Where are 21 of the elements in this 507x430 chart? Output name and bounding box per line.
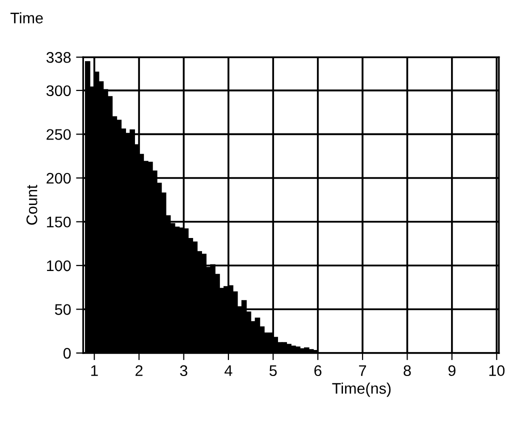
y-tick-label: 338 — [46, 52, 71, 63]
y-axis-title: Count — [26, 184, 38, 225]
x-axis-title: Time(ns) — [332, 382, 391, 397]
x-tick-label: 10 — [489, 365, 505, 376]
y-tick-label: 50 — [54, 304, 71, 315]
chart-title: Time — [10, 12, 43, 24]
y-tick-label: 100 — [47, 260, 71, 272]
x-tick-label: 3 — [180, 365, 188, 376]
y-tick-label: 250 — [46, 129, 71, 140]
y-tick-label: 200 — [46, 172, 71, 184]
x-tick-label: 6 — [314, 365, 322, 376]
x-tick-label: 7 — [359, 365, 366, 376]
x-tick-label: 2 — [136, 365, 143, 376]
x-tick-label: 4 — [224, 365, 232, 376]
y-tick-label: 0 — [63, 348, 71, 359]
x-tick-label: 1 — [91, 365, 98, 376]
x-tick-label: 8 — [404, 365, 411, 376]
x-tick-label: 5 — [270, 365, 277, 376]
y-tick-label: 150 — [47, 216, 71, 228]
y-tick-label: 300 — [46, 85, 71, 96]
x-tick-label: 9 — [448, 365, 456, 376]
